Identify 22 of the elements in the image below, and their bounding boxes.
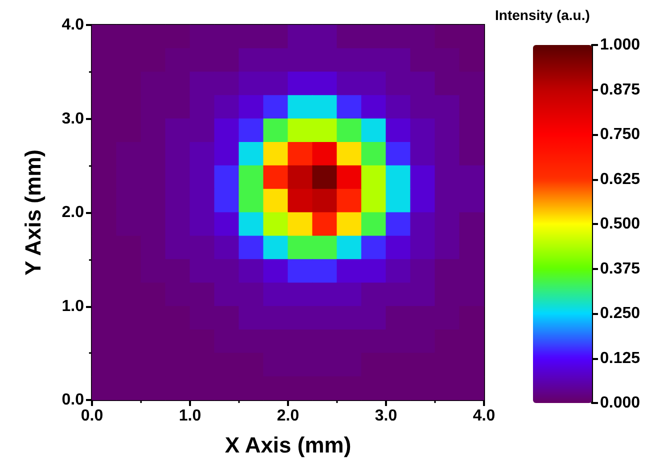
x-axis-title: X Axis (mm) [224,432,352,458]
x-tick-label: 0.0 [80,408,104,424]
y-tick-label: 1.0 [62,298,84,315]
color-bar-label: 1.000 [600,36,640,54]
color-bar-label: 0.375 [600,260,640,278]
color-bar-label: 0.500 [600,216,640,232]
color-bar-label: 0.125 [600,350,640,367]
y-tick-label: 2.0 [62,204,84,221]
y-axis-title: Y Axis (mm) [20,150,46,276]
color-bar-label: 0.875 [600,81,640,98]
y-tick-label: 3.0 [62,110,84,128]
x-tick-label: 1.0 [178,408,202,424]
color-bar-label: 0.250 [600,305,640,322]
x-tick-label: 4.0 [472,408,496,424]
color-bar-title: Intensity (a.u.) [495,7,590,23]
y-tick-label: 4.0 [62,16,84,34]
color-bar-label: 0.750 [600,126,640,143]
color-bar-label: 0.000 [600,394,640,412]
y-tick-label: 0.0 [62,392,84,408]
x-tick-label: 2.0 [276,408,300,424]
color-bar-label: 0.625 [600,170,640,188]
x-tick-label: 3.0 [374,408,398,424]
